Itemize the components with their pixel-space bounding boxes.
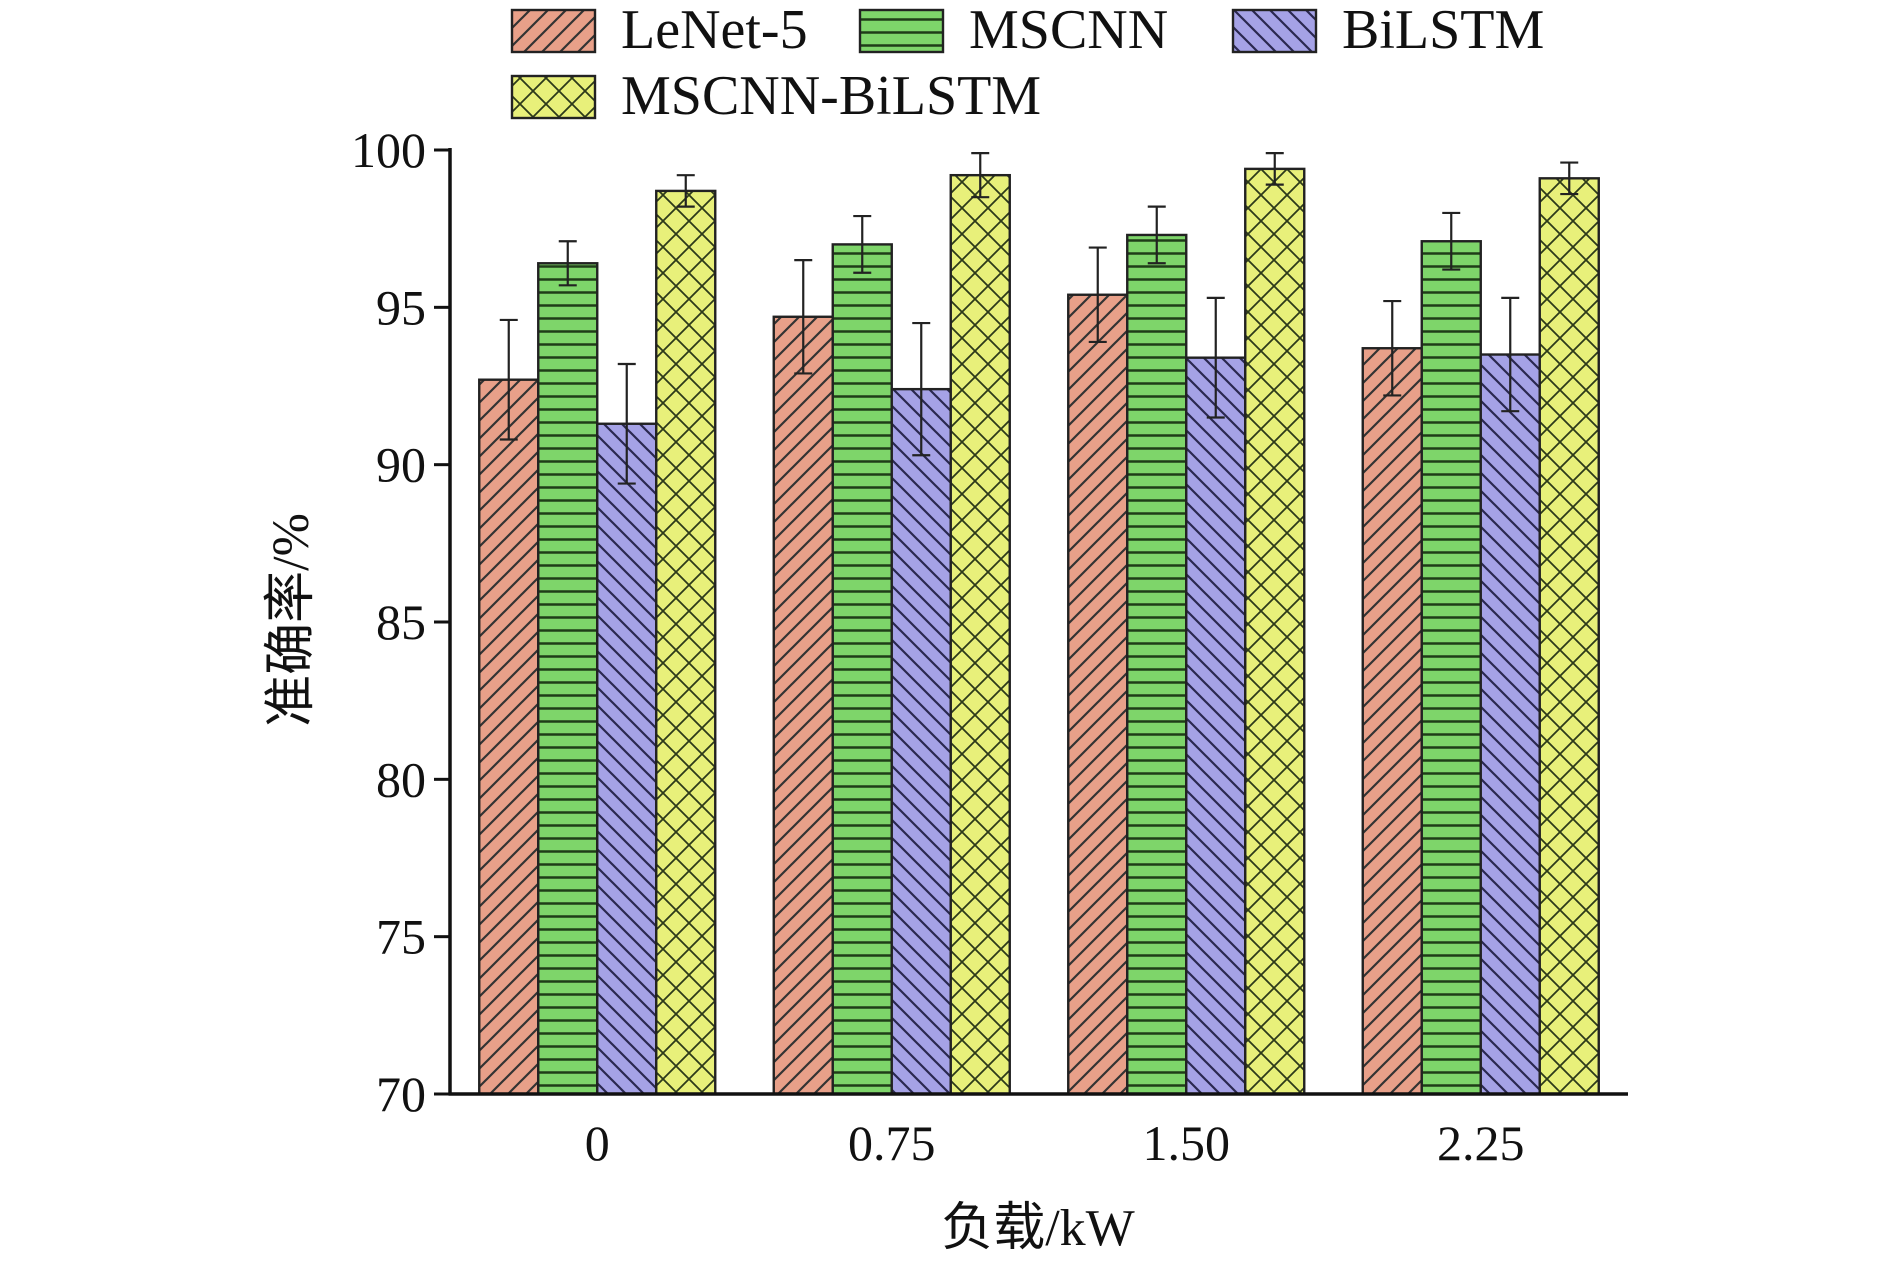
legend-label: MSCNN-BiLSTM	[621, 65, 1041, 127]
legend-label: MSCNN	[969, 0, 1168, 61]
y-tick-label: 80	[376, 751, 426, 807]
error-bars-group	[499, 152, 1579, 485]
legend: LeNet-5 MSCNN BiLSTM MSCNN-BiLSTM	[510, 0, 1544, 127]
y-tick-label: 90	[376, 437, 426, 493]
legend-swatch-mscnn	[858, 8, 945, 54]
y-tick-label: 70	[376, 1066, 426, 1122]
legend-swatch-bilstm	[1231, 8, 1318, 54]
y-tick-label: 75	[376, 909, 426, 965]
x-tick-label: 0.75	[848, 1115, 936, 1171]
bar-bilstm-1	[890, 387, 952, 1096]
bar-mscnn-0	[537, 262, 599, 1096]
bar-lenet-5-3	[1361, 347, 1423, 1096]
x-tick-label: 0	[585, 1115, 610, 1171]
bar-mscnn-bilstm-0	[655, 189, 717, 1096]
legend-label: LeNet-5	[621, 0, 808, 61]
y-axis-title: 准确率/%	[263, 513, 320, 727]
x-axis-title: 负载/kW	[941, 1200, 1135, 1257]
y-tick-label: 100	[351, 122, 426, 178]
x-tick-label: 2.25	[1437, 1115, 1525, 1171]
bar-mscnn-bilstm-2	[1244, 167, 1306, 1096]
bar-bilstm-0	[596, 422, 658, 1096]
y-tick-label: 85	[376, 594, 426, 650]
legend-swatch-mscnn-bilstm	[510, 74, 597, 120]
bar-mscnn-2	[1126, 233, 1188, 1096]
bar-mscnn-1	[831, 243, 893, 1096]
x-tick-label: 1.50	[1143, 1115, 1231, 1171]
bar-mscnn-3	[1420, 240, 1482, 1096]
bar-lenet-5-1	[772, 315, 834, 1096]
bar-bilstm-3	[1479, 353, 1541, 1096]
bar-mscnn-bilstm-3	[1538, 177, 1600, 1096]
axes-group: 0 0.75 1.50 2.25 70 75 80 85 90 95 100	[351, 122, 1628, 1171]
bar-bilstm-2	[1185, 356, 1247, 1096]
legend-swatch-lenet-5	[510, 8, 597, 54]
bar-mscnn-bilstm-1	[949, 173, 1011, 1096]
bar-lenet-5-0	[478, 378, 540, 1096]
bars-group	[478, 167, 1600, 1096]
legend-label: BiLSTM	[1342, 0, 1544, 61]
bar-lenet-5-2	[1067, 293, 1129, 1096]
y-tick-label: 95	[376, 279, 426, 335]
